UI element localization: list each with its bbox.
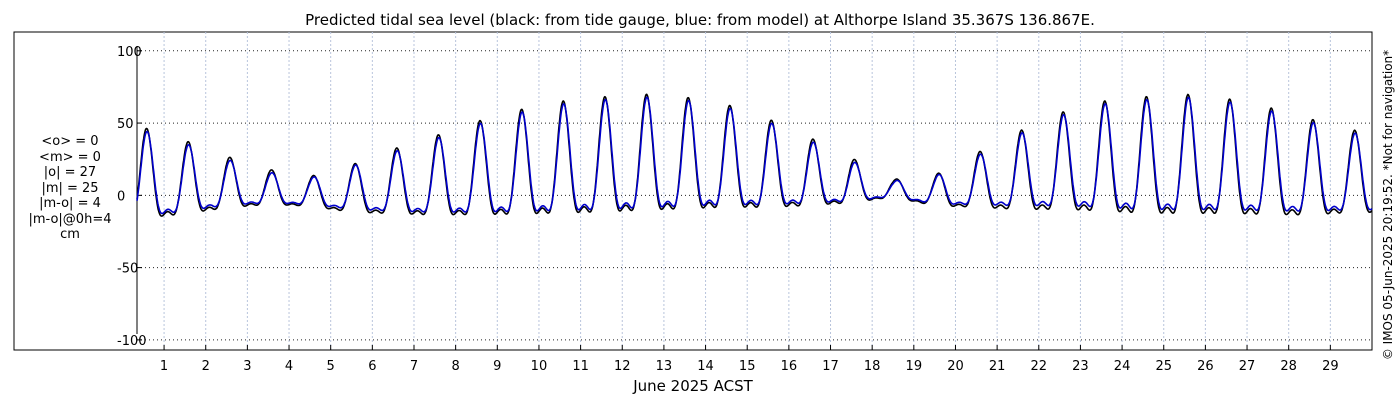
stat-abs-diff-0h: |m-o|@0h=4 — [28, 211, 112, 227]
plot-frame — [13, 31, 1373, 351]
x-tick-label: 19 — [906, 359, 923, 374]
x-tick-label: 14 — [697, 359, 714, 374]
y-tick-labels: -100 -50 0 50 100 — [117, 45, 147, 349]
stat-mean-model: <m> = 0 — [39, 149, 101, 165]
y-tick-label: 50 — [117, 117, 134, 132]
x-tick-labels: 1 2 3 4 5 6 7 8 9 10 11 12 13 14 15 16 17 18 19 20 21 22 23 24 2… — [160, 345, 1339, 374]
x-tick-label: 11 — [572, 359, 589, 374]
stat-unit: cm — [60, 227, 80, 242]
x-tick-label: 25 — [1155, 359, 1172, 374]
x-tick-label: 13 — [656, 359, 673, 374]
x-tick-label: 28 — [1280, 359, 1297, 374]
stats-panel: <o> = 0 <m> = 0 |o| = 27 |m| = 25 |m-o| … — [20, 134, 120, 243]
x-tick-label: 23 — [1072, 359, 1089, 374]
x-axis-label: June 2025 ACST — [632, 377, 753, 395]
series-lines — [136, 93, 1373, 217]
x-tick-label: 22 — [1031, 359, 1048, 374]
x-tick-label: 27 — [1239, 359, 1256, 374]
x-tick-label: 3 — [243, 359, 251, 374]
x-tick-label: 8 — [452, 359, 460, 374]
series-line-model — [136, 96, 1373, 215]
x-tick-label: 16 — [781, 359, 798, 374]
chart-title: Predicted tidal sea level (black: from t… — [305, 11, 1095, 29]
y-tick-label: 0 — [117, 189, 125, 204]
grid-lines — [137, 32, 1372, 350]
x-tick-label: 29 — [1322, 359, 1339, 374]
x-tick-label: 18 — [864, 359, 881, 374]
stat-abs-obs: |o| = 27 — [43, 165, 97, 180]
x-tick-label: 21 — [989, 359, 1006, 374]
stat-mean-obs: <o> = 0 — [41, 134, 99, 149]
x-tick-label: 10 — [531, 359, 548, 374]
x-tick-label: 20 — [947, 359, 964, 374]
x-tick-label: 24 — [1114, 359, 1131, 374]
y-tick-label: -100 — [117, 334, 147, 349]
x-tick-label: 9 — [493, 359, 501, 374]
credit-text: © IMOS 05-Jun-2025 20:19:52. *Not for na… — [1381, 49, 1395, 361]
x-tick-label: 6 — [368, 359, 376, 374]
stat-abs-diff: |m-o| = 4 — [39, 196, 101, 211]
x-tick-label: 12 — [614, 359, 631, 374]
series-line-tide-gauge — [136, 93, 1373, 217]
x-tick-label: 2 — [202, 359, 210, 374]
x-tick-label: 1 — [160, 359, 168, 374]
y-tick-label: -50 — [117, 262, 138, 277]
x-tick-label: 15 — [739, 359, 756, 374]
x-tick-label: 5 — [327, 359, 335, 374]
x-tick-label: 26 — [1197, 359, 1214, 374]
y-tick-label: 100 — [117, 45, 142, 60]
stat-abs-model: |m| = 25 — [41, 180, 99, 196]
x-tick-label: 17 — [822, 359, 839, 374]
x-tick-label: 7 — [410, 359, 418, 374]
x-tick-label: 4 — [285, 359, 293, 374]
